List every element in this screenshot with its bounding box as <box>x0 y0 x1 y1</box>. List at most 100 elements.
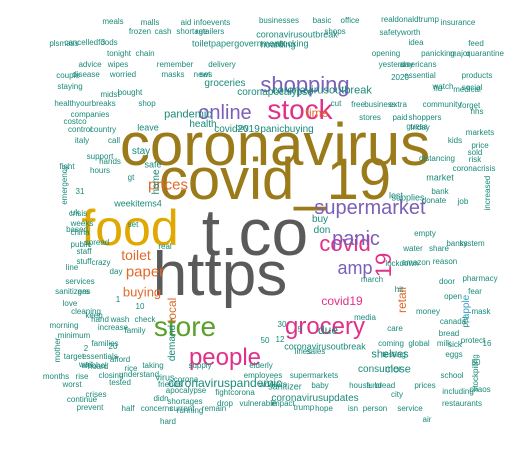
word: covid19 <box>321 294 363 308</box>
word: retailers <box>195 27 225 36</box>
word: control <box>67 125 93 134</box>
word: covid2019 <box>214 124 260 135</box>
word: uk <box>70 208 80 217</box>
word: leave <box>137 122 159 133</box>
word: 16 <box>482 339 492 348</box>
word: concerns <box>140 404 174 413</box>
word: tonight <box>106 49 132 58</box>
word: lost <box>388 190 404 201</box>
word: crises <box>85 390 107 399</box>
word: service <box>397 404 423 413</box>
word: families <box>91 339 119 348</box>
word: 2020 <box>391 73 409 82</box>
word: toilet <box>121 247 151 263</box>
word: person <box>362 404 388 413</box>
word: bread <box>374 381 396 390</box>
word: advice <box>78 60 102 69</box>
word: keep <box>85 311 103 320</box>
word: current <box>169 404 195 413</box>
word: coronavirusoutbreak <box>256 29 338 40</box>
word: fight <box>59 162 75 171</box>
word: increased <box>483 175 492 211</box>
word: house <box>349 381 371 390</box>
word: including <box>442 387 474 396</box>
word: italy <box>74 136 90 145</box>
word: friends <box>157 380 183 389</box>
word: closing <box>98 371 124 380</box>
word: care <box>387 324 403 333</box>
word: panic <box>332 228 380 250</box>
word: yesterday <box>378 60 414 69</box>
word: price <box>471 141 489 150</box>
word: hard <box>159 417 177 426</box>
word: wait <box>78 360 94 369</box>
word: city <box>391 390 403 399</box>
word: tested <box>109 378 131 387</box>
word: due <box>317 323 339 337</box>
word: stores <box>359 113 381 122</box>
word: coronavirusoutbreak <box>284 341 366 352</box>
word: supply <box>188 361 212 370</box>
word: watch <box>432 82 454 91</box>
word: quarantine <box>466 49 504 58</box>
word: sick <box>448 340 462 349</box>
word: hoard <box>87 362 109 371</box>
word: hands <box>99 157 121 166</box>
word: opening <box>371 49 401 58</box>
word: nhs <box>470 107 484 116</box>
word: groceries <box>204 78 246 89</box>
word: gas <box>77 287 91 296</box>
word: support <box>86 152 114 161</box>
word: employees <box>243 371 283 380</box>
word: meals <box>102 17 124 26</box>
word: crisis <box>68 209 88 218</box>
word: buy <box>311 214 329 225</box>
word: 3 <box>100 38 106 47</box>
word: coronaviruspandemic <box>167 376 283 390</box>
word: news <box>193 70 213 79</box>
word: covid_19 <box>158 147 392 212</box>
word: sales <box>306 347 326 356</box>
word: t.co <box>201 195 309 269</box>
word: shops <box>324 27 346 36</box>
word: fear <box>468 287 482 296</box>
word: online <box>198 102 252 124</box>
word: paid <box>392 113 408 122</box>
word: worst <box>62 380 82 389</box>
word: chain <box>135 49 155 58</box>
word: stay <box>131 146 151 157</box>
word: prices <box>414 381 436 390</box>
word: amp <box>337 258 373 278</box>
word: 31 <box>75 187 85 196</box>
word: infoevents <box>193 18 231 27</box>
word: half <box>121 404 135 413</box>
word: market <box>426 172 454 183</box>
word: extra <box>389 100 407 109</box>
word: hope <box>315 404 333 413</box>
word: 20 <box>108 342 118 351</box>
word: job <box>457 197 469 206</box>
word: country <box>89 125 117 134</box>
word: disease <box>72 70 100 79</box>
word: weeks <box>70 219 94 228</box>
word: crazy <box>91 258 111 267</box>
word: public <box>70 240 92 249</box>
word: costco <box>63 117 87 126</box>
word: local <box>165 297 179 323</box>
word: buying <box>122 284 162 300</box>
word: store <box>153 311 217 342</box>
word: products <box>461 71 493 80</box>
word: shop <box>138 99 156 108</box>
word: love <box>62 299 78 308</box>
word: baby <box>311 381 329 390</box>
word: line <box>65 263 79 272</box>
word: school <box>440 371 464 380</box>
word: ppl <box>461 316 470 328</box>
word: impact <box>271 399 295 408</box>
word: cleaning <box>71 307 101 316</box>
word: shortages <box>167 397 203 406</box>
word: open <box>444 292 462 301</box>
word: people <box>188 344 262 371</box>
word: close <box>385 363 411 376</box>
word: money <box>415 307 441 316</box>
